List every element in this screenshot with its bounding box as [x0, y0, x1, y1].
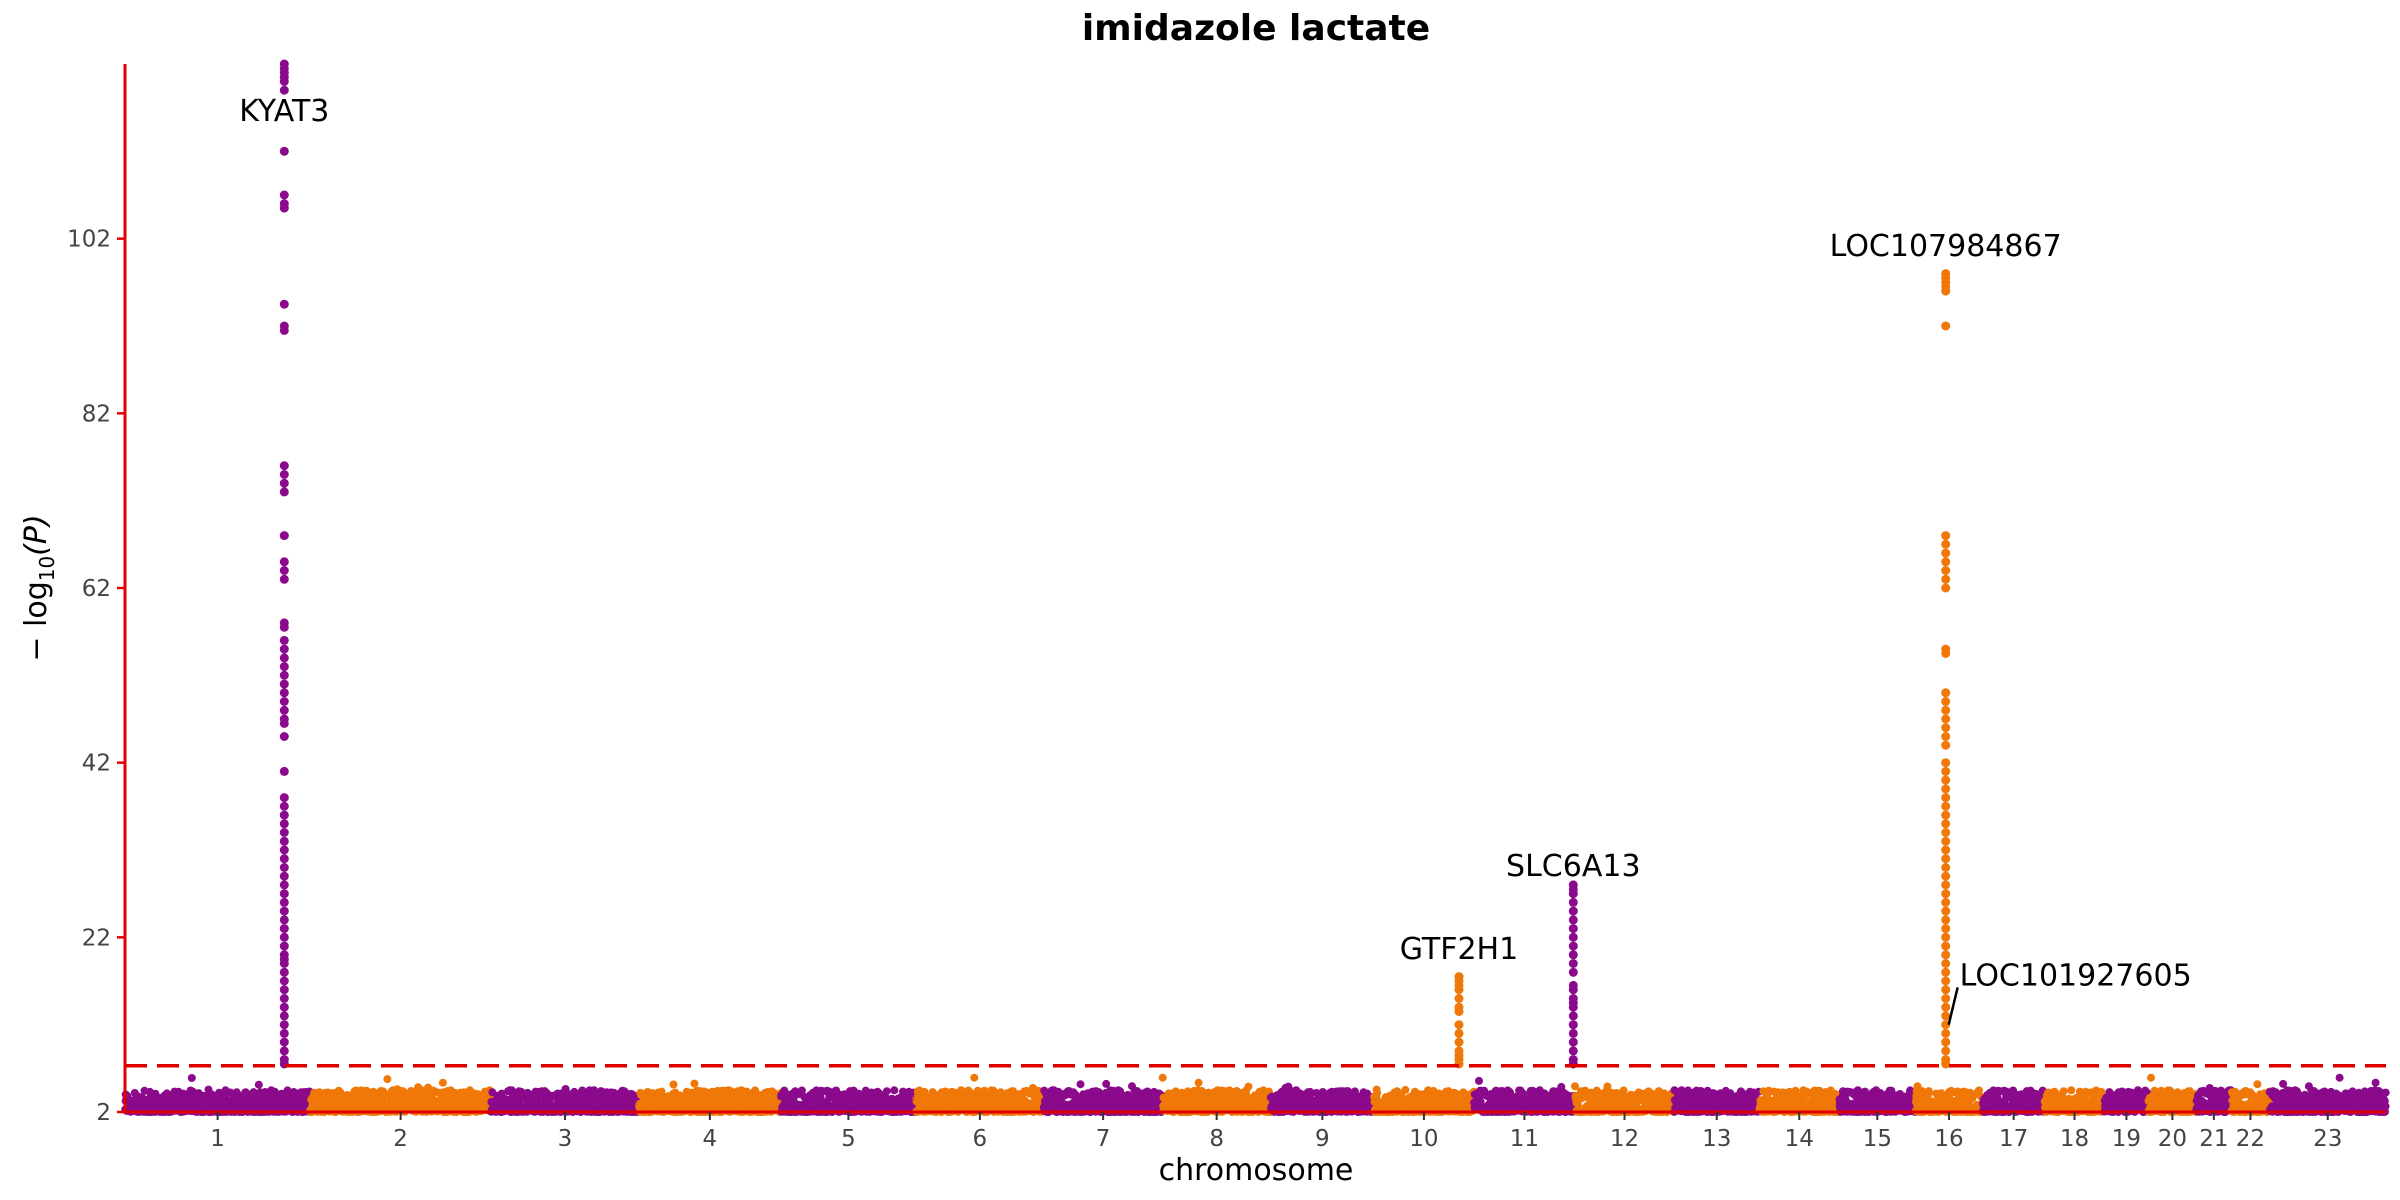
point [1726, 1089, 1735, 1098]
point [970, 1073, 979, 1082]
point [438, 1078, 447, 1087]
point [1373, 1088, 1382, 1097]
point [669, 1080, 678, 1089]
point [187, 1074, 196, 1082]
chromosome-8-points [1158, 1073, 1275, 1116]
point [383, 1075, 392, 1084]
point [254, 1080, 263, 1089]
point [1076, 1080, 1085, 1089]
chart-title: imidazole lactate [1082, 8, 1430, 49]
point [1194, 1078, 1203, 1087]
chromosome-2-points [306, 1075, 495, 1116]
point [690, 1079, 699, 1088]
chromosome-6-points [912, 1073, 1048, 1116]
point [890, 1086, 899, 1095]
chromosome-11-points [1470, 1076, 1579, 1116]
point [1475, 1076, 1483, 1085]
chromosome-1-points [121, 1074, 315, 1116]
point [1244, 1082, 1253, 1091]
point [1158, 1073, 1167, 1082]
point [1401, 1085, 1410, 1094]
point [882, 1087, 891, 1096]
